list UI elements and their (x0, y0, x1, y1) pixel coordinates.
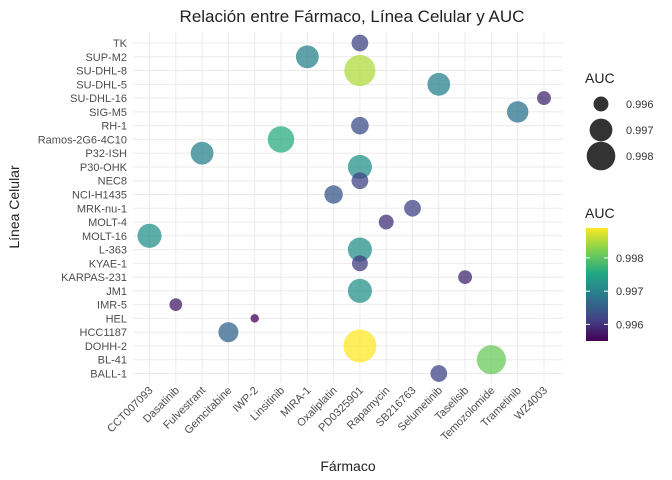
data-point (427, 72, 451, 96)
data-point (267, 126, 295, 153)
y-tick-label: SU-DHL-5 (76, 79, 127, 91)
y-tick-label: RH-1 (101, 121, 127, 133)
data-point (506, 101, 529, 123)
data-point (324, 185, 343, 204)
data-point (378, 214, 394, 230)
size-legend-title: AUC (585, 70, 615, 86)
data-point (351, 172, 369, 190)
y-tick-label: IMR-5 (97, 300, 127, 312)
color-legend-label: 0.997 (616, 286, 644, 298)
data-point (218, 322, 239, 343)
y-tick-label: MOLT-4 (88, 217, 127, 229)
size-legend-label: 0.997 (626, 125, 654, 137)
y-tick-label: SU-DHL-16 (70, 93, 127, 105)
data-point (250, 314, 259, 323)
y-tick-label: P30-OHK (80, 162, 128, 174)
color-legend-label: 0.998 (616, 253, 644, 265)
y-tick-label: MRK-nu-1 (77, 203, 127, 215)
x-axis-label: Fármaco (320, 458, 375, 474)
data-points (137, 34, 551, 382)
data-point (430, 365, 448, 382)
y-tick-label: MOLT-16 (82, 231, 127, 243)
data-point (351, 116, 369, 135)
data-point (347, 237, 372, 262)
data-point (476, 345, 506, 375)
y-tick-label: BALL-1 (90, 369, 127, 381)
data-point (537, 91, 551, 106)
size-legend-key (586, 141, 616, 171)
y-tick-label: HEL (106, 313, 127, 325)
x-axis-tick-labels: CCT007093DasatinibFulvestrantGemcitabine… (105, 385, 550, 444)
color-legend: AUC 0.996 0.997 0.998 (585, 205, 644, 341)
data-point (190, 141, 214, 165)
data-point (344, 54, 376, 87)
colorbar (586, 228, 608, 341)
y-tick-label: KYAE-1 (89, 258, 127, 270)
color-legend-title: AUC (585, 205, 615, 221)
y-tick-label: NCI-H1435 (72, 189, 127, 201)
data-point (351, 255, 368, 272)
y-tick-label: NEC8 (98, 176, 127, 188)
y-tick-label: P32-ISH (85, 148, 127, 160)
y-tick-label: DOHH-2 (85, 341, 127, 353)
color-legend-label: 0.996 (616, 319, 644, 331)
data-point (347, 154, 372, 179)
data-point (347, 278, 372, 303)
y-tick-label: JM1 (106, 286, 127, 298)
y-axis-label: Línea Celular (6, 165, 22, 249)
data-point (295, 45, 319, 69)
y-tick-label: KARPAS-231 (61, 272, 127, 284)
data-point (404, 199, 421, 217)
y-tick-label: L-363 (99, 245, 127, 257)
size-legend-key (589, 118, 613, 142)
y-tick-label: TK (113, 38, 128, 50)
size-legend-key (593, 96, 609, 112)
size-legend-label: 0.998 (626, 151, 654, 163)
grid (133, 32, 563, 383)
y-tick-label: BL-41 (98, 355, 127, 367)
y-tick-label: SIG-M5 (89, 107, 127, 119)
y-tick-label: Ramos-2G6-4C10 (38, 134, 127, 146)
data-point (343, 329, 377, 363)
chart-title: Relación entre Fármaco, Línea Celular y … (180, 7, 525, 26)
size-legend: AUC 0.996 0.997 0.998 (585, 70, 654, 171)
y-tick-label: SU-DHL-8 (76, 66, 127, 78)
data-point (137, 223, 162, 248)
data-point (458, 270, 473, 285)
y-tick-label: SUP-M2 (85, 52, 127, 64)
size-legend-label: 0.996 (626, 99, 654, 111)
data-point (169, 298, 183, 312)
data-point (351, 34, 369, 52)
y-tick-label: HCC1187 (80, 327, 128, 339)
